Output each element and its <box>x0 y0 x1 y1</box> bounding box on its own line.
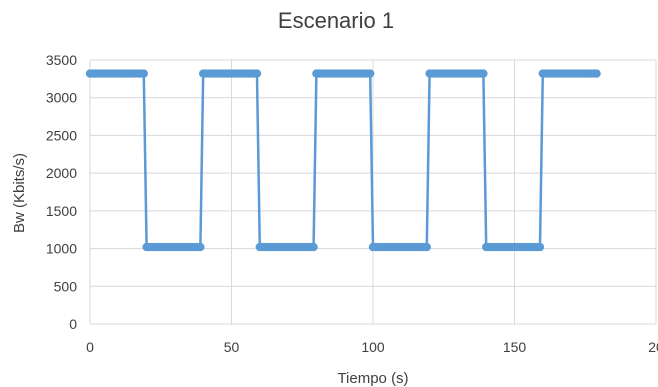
data-point <box>309 242 318 252</box>
y-tick-label: 1500 <box>46 203 77 219</box>
x-axis-title: Tiempo (s) <box>337 370 408 387</box>
x-tick-label: 100 <box>361 339 385 355</box>
x-tick-label: 50 <box>224 339 240 355</box>
y-tick-label: 0 <box>69 316 77 332</box>
y-tick-label: 3500 <box>46 52 77 68</box>
data-point <box>196 242 205 252</box>
x-tick-label: 20 <box>648 339 658 355</box>
data-point <box>479 69 488 78</box>
y-tick-label: 1000 <box>46 241 77 257</box>
y-tick-label: 500 <box>54 278 78 294</box>
data-point <box>422 242 431 252</box>
data-point <box>139 69 148 78</box>
series <box>85 69 601 252</box>
chart-title: Escenario 1 <box>278 8 394 33</box>
series-line <box>90 72 597 249</box>
y-tick-label: 2500 <box>46 127 77 143</box>
data-point <box>365 69 375 78</box>
x-tick-labels: 0 50 100 150 20 <box>86 339 658 355</box>
y-tick-label: 2000 <box>46 165 77 181</box>
x-tick-label: 150 <box>503 339 527 355</box>
y-tick-label: 3000 <box>46 90 77 106</box>
x-tick-label: 0 <box>86 339 94 355</box>
data-point <box>592 69 601 78</box>
data-point <box>252 69 262 78</box>
y-axis-title: Bw (Kbits/s) <box>11 153 28 233</box>
data-point <box>535 242 545 252</box>
y-tick-labels: 0 500 1000 1500 2000 2500 3000 3500 <box>46 52 77 332</box>
